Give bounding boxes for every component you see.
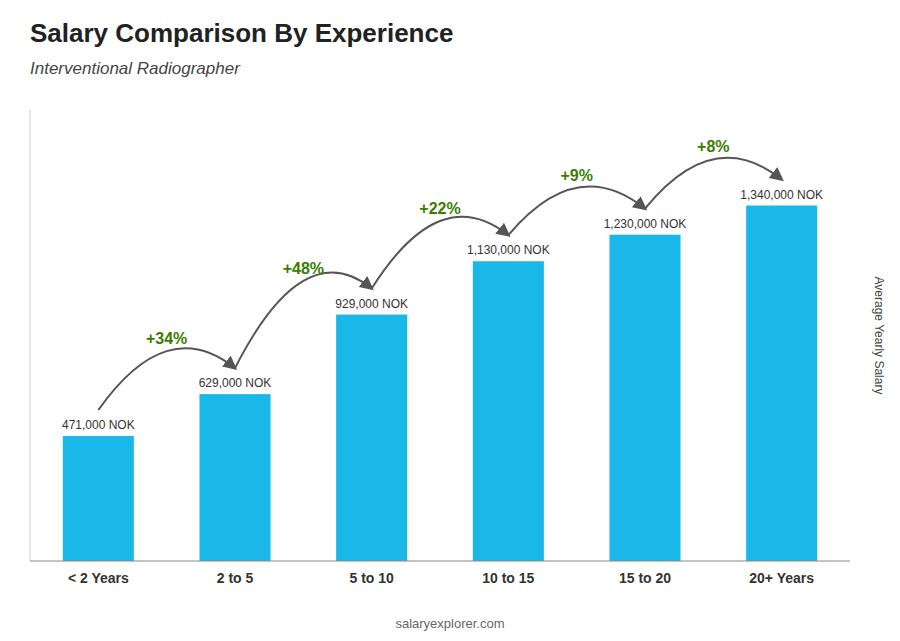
chart-container: Salary Comparison By Experience Intervent…: [0, 0, 900, 641]
data-label: 1,130,000 NOK: [467, 243, 550, 257]
plot-area: [63, 206, 817, 561]
data-label: 471,000 NOK: [62, 418, 135, 432]
data-label: 1,230,000 NOK: [604, 217, 687, 231]
x-axis-line: [30, 561, 850, 562]
annotation: +22%: [419, 200, 460, 217]
annotation: +48%: [283, 260, 324, 277]
bar: [609, 235, 680, 561]
x-tick-label: 5 to 10: [349, 570, 394, 586]
data-label: 629,000 NOK: [199, 376, 272, 390]
bar: [473, 261, 544, 561]
x-tick-label: 20+ Years: [749, 570, 814, 586]
annotation-arrow: [645, 158, 782, 209]
bar: [63, 436, 134, 561]
x-tick-label: 2 to 5: [217, 570, 254, 586]
x-tick-label: 10 to 15: [482, 570, 534, 586]
title: Salary Comparison By Experience: [30, 18, 453, 48]
data-label: 1,340,000 NOK: [740, 188, 823, 202]
chart: Salary Comparison By Experience Intervent…: [0, 0, 900, 641]
footer: salaryexplorer.com: [395, 616, 504, 631]
x-tick-label: 15 to 20: [619, 570, 671, 586]
annotation: +9%: [560, 167, 592, 184]
y-axis-label: Average Yearly Salary: [872, 277, 886, 395]
annotation-arrow: [372, 217, 509, 289]
annotation-arrow: [508, 187, 645, 236]
annotation-arrow: [98, 348, 235, 410]
bar: [336, 315, 407, 561]
annotation: +34%: [146, 330, 187, 347]
subtitle: Interventional Radiographer: [30, 59, 241, 78]
data-label: 929,000 NOK: [335, 297, 408, 311]
bar: [746, 206, 817, 561]
annotation: +8%: [697, 138, 729, 155]
x-tick-label: < 2 Years: [68, 570, 129, 586]
annotation-arrow: [235, 273, 372, 369]
y-axis-line: [30, 110, 31, 561]
bar: [199, 394, 270, 561]
